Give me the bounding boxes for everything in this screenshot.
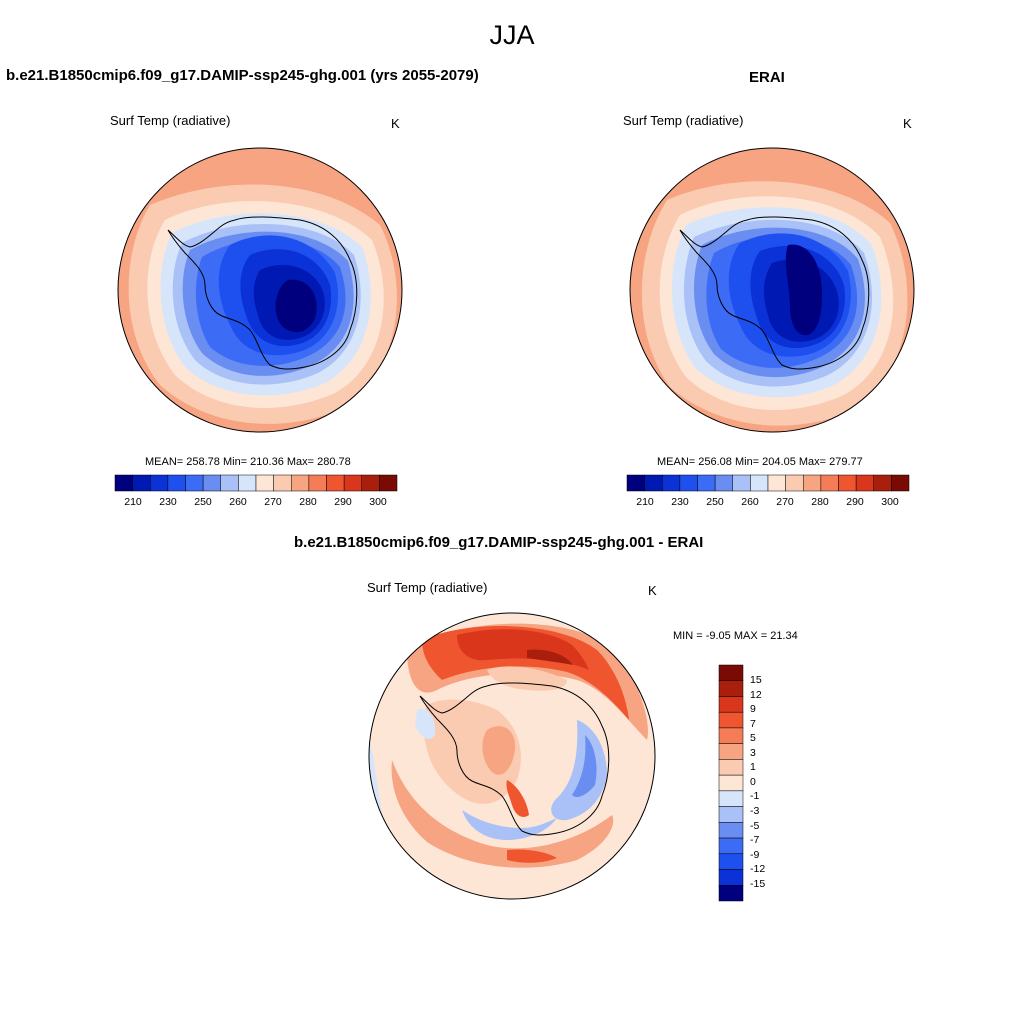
- model-units-label: K: [391, 116, 400, 131]
- difference-colorbar-tick: -15: [750, 878, 766, 890]
- obs-colorbar-swatch: [785, 474, 804, 492]
- obs-colorbar-swatch: [750, 474, 769, 492]
- model-colorbar-swatch: [114, 474, 133, 492]
- difference-colorbar-swatch: [718, 837, 744, 855]
- difference-colorbar-tick: -1: [750, 790, 760, 802]
- obs-colorbar-swatch: [732, 474, 751, 492]
- difference-colorbar-tick: -9: [750, 849, 760, 861]
- model-colorbar-swatch: [202, 474, 222, 492]
- obs-colorbar-swatch: [820, 474, 839, 492]
- model-colorbar-tick: 250: [194, 496, 212, 508]
- difference-colorbar-tick: -12: [750, 863, 766, 875]
- obs-colorbar-swatch: [891, 474, 910, 492]
- model-colorbar-swatch: [326, 474, 345, 492]
- obs-colorbar-tick: 260: [741, 496, 759, 508]
- model-variable-label: Surf Temp (radiative): [110, 113, 231, 128]
- model-colorbar-swatch: [343, 474, 363, 492]
- figure-title: JJA: [489, 20, 535, 50]
- obs-colorbar-swatch: [662, 474, 681, 492]
- obs-colorbar-tick: 250: [706, 496, 724, 508]
- model-colorbar-tick: 210: [124, 496, 142, 508]
- obs-units-label: K: [903, 116, 912, 131]
- model-colorbar-swatch: [291, 474, 310, 492]
- obs-colorbar-swatch: [855, 474, 875, 492]
- difference-colorbar-tick: -7: [750, 834, 760, 846]
- obs-colorbar-tick: 230: [671, 496, 689, 508]
- obs-colorbar-tick: 270: [776, 496, 794, 508]
- obs-colorbar-swatch: [767, 474, 786, 492]
- obs-panel-title: ERAI: [749, 69, 785, 86]
- model-stats: MEAN= 258.78 Min= 210.36 Max= 280.78: [145, 456, 351, 468]
- obs-colorbar-swatch: [803, 474, 822, 492]
- obs-colorbar-swatch: [626, 474, 645, 492]
- difference-colorbar-tick: 12: [750, 689, 762, 701]
- model-colorbar-tick: 260: [229, 496, 247, 508]
- diff-units-label: K: [648, 583, 657, 598]
- difference-colorbar-swatch: [718, 853, 744, 870]
- model-colorbar-swatch: [308, 474, 327, 492]
- model-panel-title: b.e21.B1850cmip6.f09_g17.DAMIP-ssp245-gh…: [6, 67, 479, 84]
- difference-colorbar: [718, 664, 744, 902]
- model-colorbar-tick: 230: [159, 496, 177, 508]
- difference-colorbar-tick: 7: [750, 718, 756, 730]
- obs-colorbar-tick: 290: [846, 496, 864, 508]
- difference-colorbar-tick: 1: [750, 761, 756, 773]
- model-colorbar-swatch: [150, 474, 169, 492]
- difference-colorbar-swatch: [718, 759, 744, 776]
- difference-colorbar-swatch: [718, 664, 744, 681]
- difference-colorbar-swatch: [718, 696, 744, 713]
- diff-panel-title: b.e21.B1850cmip6.f09_g17.DAMIP-ssp245-gh…: [294, 534, 704, 551]
- difference-colorbar-swatch: [718, 743, 744, 760]
- difference-colorbar-swatch: [718, 774, 744, 792]
- difference-colorbar-tick: 0: [750, 776, 756, 788]
- model-colorbar-swatch: [379, 474, 398, 492]
- difference-colorbar-tick: -5: [750, 820, 760, 832]
- obs-colorbar-swatch: [644, 474, 663, 492]
- obs-colorbar-tick: 300: [881, 496, 899, 508]
- model-colorbar-tick: 300: [369, 496, 387, 508]
- model-colorbar-tick: 280: [299, 496, 317, 508]
- difference-colorbar-swatch: [718, 680, 744, 697]
- difference-colorbar-swatch: [718, 727, 744, 744]
- model-colorbar-swatch: [185, 474, 204, 492]
- model-colorbar-tick: 270: [264, 496, 282, 508]
- obs-colorbar-swatch: [838, 474, 857, 492]
- model-colorbar-swatch: [273, 474, 292, 492]
- model-colorbar-tick: 290: [334, 496, 352, 508]
- model-colorbar-swatch: [361, 474, 380, 492]
- difference-colorbar-tick: 5: [750, 732, 756, 744]
- model-colorbar: [114, 474, 398, 492]
- obs-colorbar: [626, 474, 910, 492]
- difference-colorbar-swatch: [718, 711, 744, 729]
- difference-colorbar-swatch: [718, 869, 744, 886]
- obs-colorbar-swatch: [679, 474, 698, 492]
- model-colorbar-swatch: [220, 474, 239, 492]
- obs-colorbar-swatch: [873, 474, 892, 492]
- difference-colorbar-tick: 3: [750, 747, 756, 759]
- obs-variable-label: Surf Temp (radiative): [623, 113, 744, 128]
- obs-colorbar-tick: 210: [636, 496, 654, 508]
- difference-colorbar-swatch: [718, 790, 744, 807]
- obs-colorbar-swatch: [714, 474, 734, 492]
- diff-variable-label: Surf Temp (radiative): [367, 580, 488, 595]
- difference-colorbar-swatch: [718, 885, 744, 902]
- obs-colorbar-swatch: [697, 474, 716, 492]
- difference-stats: MIN = -9.05 MAX = 21.34: [673, 630, 798, 642]
- difference-colorbar-swatch: [718, 806, 744, 823]
- obs-polar-map: [629, 147, 915, 433]
- difference-polar-map: [368, 612, 656, 900]
- difference-colorbar-tick: -3: [750, 805, 760, 817]
- difference-colorbar-tick: 9: [750, 703, 756, 715]
- obs-colorbar-tick: 280: [811, 496, 829, 508]
- model-colorbar-swatch: [255, 474, 274, 492]
- model-colorbar-swatch: [132, 474, 151, 492]
- model-polar-map: [117, 147, 403, 433]
- model-colorbar-swatch: [167, 474, 186, 492]
- model-colorbar-swatch: [238, 474, 257, 492]
- difference-colorbar-tick: 15: [750, 674, 762, 686]
- obs-stats: MEAN= 256.08 Min= 204.05 Max= 279.77: [657, 456, 863, 468]
- difference-colorbar-swatch: [718, 822, 744, 839]
